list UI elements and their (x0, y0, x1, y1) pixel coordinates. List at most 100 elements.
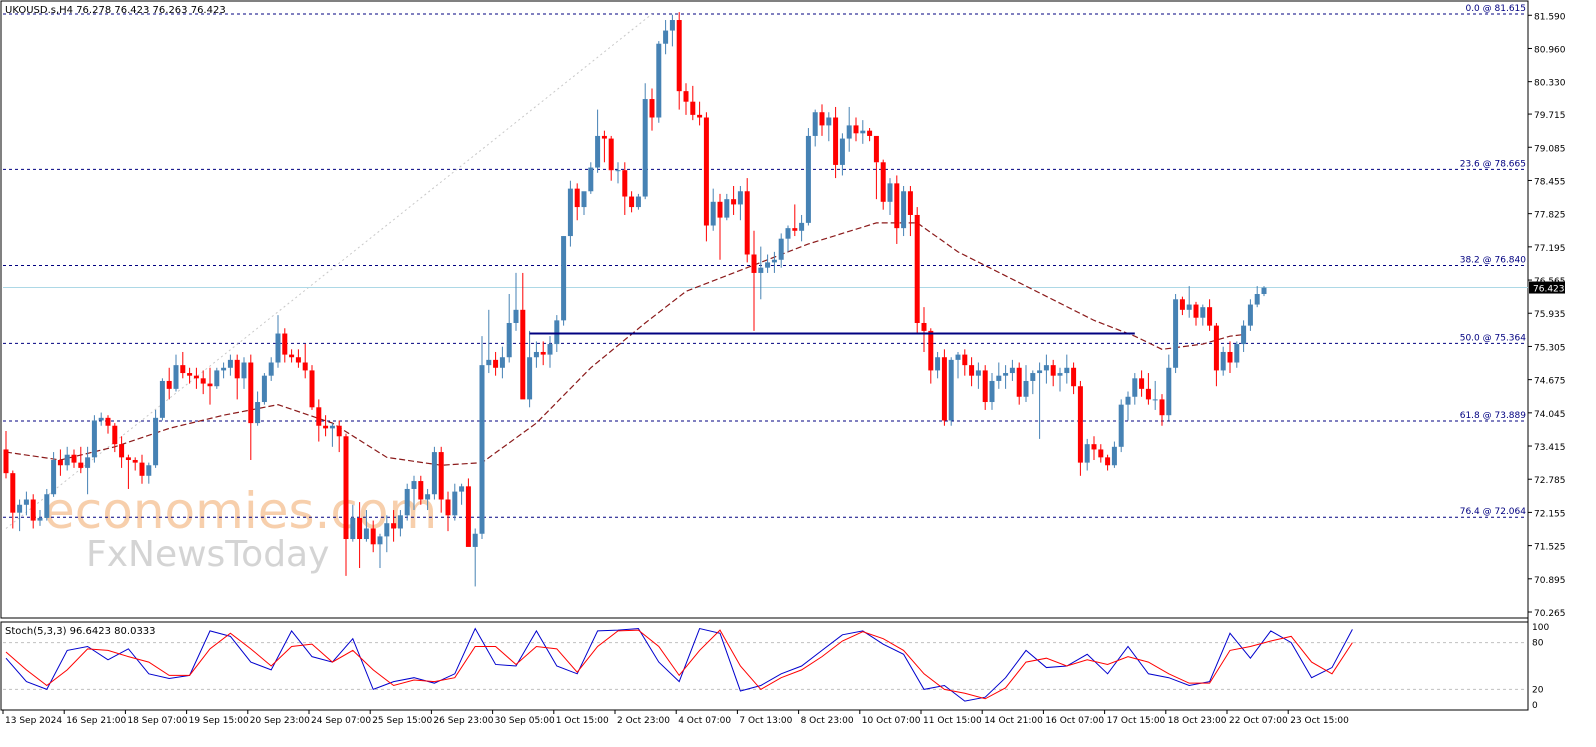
candle-body (282, 333, 288, 355)
candle-body (588, 167, 594, 192)
watermark-fxnewstoday: FxNewsToday (86, 534, 329, 575)
time-tick-label: 26 Sep 23:00 (433, 716, 493, 726)
candle (894, 175, 900, 244)
candle (486, 309, 492, 374)
candle (1234, 341, 1240, 368)
fib-level-label: 23.6 @ 78.665 (1460, 159, 1526, 169)
candle (23, 491, 29, 516)
candle-body (567, 188, 573, 237)
candle-body (3, 449, 9, 474)
candle (85, 446, 91, 495)
candle-body (438, 452, 444, 500)
candle-body (663, 30, 669, 44)
candle-body (1084, 444, 1090, 463)
candle (574, 183, 580, 221)
candle-body (452, 491, 458, 516)
candle-body (1193, 304, 1199, 318)
candle (261, 373, 267, 405)
candle (119, 436, 125, 468)
candle-body (221, 367, 227, 371)
candle (1064, 354, 1070, 384)
price-tick-label: 73.415 (1534, 443, 1566, 453)
candle (350, 504, 356, 542)
candle (193, 367, 199, 389)
candle (1118, 399, 1124, 453)
candle-body (649, 99, 655, 118)
time-tick-label: 1 Oct 15:00 (556, 716, 609, 726)
candle (166, 367, 172, 400)
candle (880, 159, 886, 210)
time-tick-label: 24 Sep 07:00 (311, 716, 371, 726)
candle-body (792, 228, 798, 231)
candle (778, 233, 784, 268)
candle (1159, 394, 1165, 426)
candle (1207, 299, 1213, 331)
candle (737, 185, 743, 221)
candle-body (744, 191, 750, 255)
candle-body (309, 370, 315, 408)
candle-body (187, 373, 193, 376)
price-tick-label: 77.825 (1534, 211, 1566, 221)
candle-body (629, 196, 635, 208)
time-tick-label: 11 Oct 15:00 (923, 716, 982, 726)
candle (975, 362, 981, 389)
candle (710, 188, 716, 231)
candle-body (1247, 304, 1253, 326)
candle-body (1145, 388, 1151, 400)
candle (540, 341, 546, 366)
candle (758, 246, 764, 300)
time-tick-label: 16 Sep 21:00 (66, 716, 126, 726)
candle-body (506, 322, 512, 358)
candle (1179, 296, 1185, 316)
price-tick-label: 70.895 (1534, 576, 1566, 586)
candle-body (350, 517, 356, 540)
candle (343, 433, 349, 576)
candle (268, 357, 274, 381)
time-tick-label: 25 Sep 15:00 (372, 716, 432, 726)
candle-body (248, 362, 254, 424)
candle (248, 354, 254, 460)
candle-body (10, 473, 16, 513)
candle-body (180, 365, 186, 374)
price-tick-label: 75.935 (1534, 310, 1566, 320)
stoch-signal-line (5, 629, 1353, 700)
candle-body (78, 462, 84, 468)
candle-body (479, 365, 485, 534)
symbol-header: UKOUSD.s,H4 76.278 76.423 76.263 76.423 (5, 5, 226, 16)
candle-body (377, 536, 383, 545)
candle-body (1057, 373, 1063, 376)
candle (37, 510, 43, 526)
candle-body (846, 125, 852, 139)
candle (1111, 441, 1117, 468)
candle-body (1016, 367, 1022, 397)
fib-anchor-line (5, 13, 653, 529)
candle-body (635, 196, 641, 208)
candle (377, 533, 383, 569)
candle-body (561, 236, 567, 321)
candle-body (418, 481, 424, 500)
candle-body (914, 214, 920, 323)
candle-body (200, 378, 206, 384)
candle (561, 236, 567, 326)
moving-average (5, 222, 1244, 466)
candle (812, 109, 818, 147)
candle (982, 365, 988, 410)
stoch-level-label: 80 (1532, 639, 1544, 649)
candle (921, 307, 927, 352)
candle (846, 106, 852, 152)
candle (615, 162, 621, 184)
candle (459, 483, 465, 505)
candle (833, 106, 839, 179)
candle-body (771, 259, 777, 263)
time-tick-label: 4 Oct 07:00 (678, 716, 731, 726)
stoch-level-label: 100 (1532, 623, 1549, 633)
candle (71, 449, 77, 468)
candle (1016, 362, 1022, 405)
candle (683, 83, 689, 115)
candle-body (690, 101, 696, 115)
candle (1213, 322, 1219, 387)
candle (146, 462, 152, 484)
candle-body (853, 125, 859, 134)
candle (1261, 286, 1267, 297)
